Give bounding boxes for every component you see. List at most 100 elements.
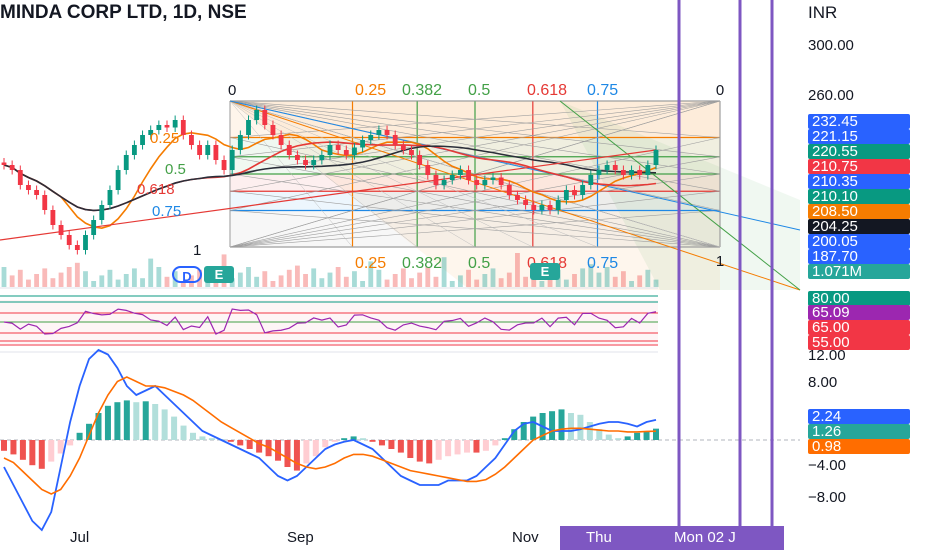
candle-body bbox=[180, 120, 186, 135]
candle-body bbox=[74, 245, 80, 250]
candlesticks[interactable] bbox=[1, 105, 659, 255]
candle-body bbox=[131, 145, 137, 155]
macd-axis-label: −8.00 bbox=[808, 489, 846, 506]
macd-histogram-bar bbox=[246, 440, 253, 449]
volume-bar bbox=[417, 272, 423, 287]
candle-body bbox=[547, 205, 553, 210]
vertical-markers[interactable] bbox=[677, 0, 774, 550]
macd-histogram-bar bbox=[29, 440, 36, 466]
volume-bar bbox=[311, 268, 317, 287]
macd-axis-label: −4.00 bbox=[808, 457, 846, 474]
time-label-mon: Mon 02 J bbox=[674, 529, 736, 546]
macd-histogram-bar bbox=[435, 440, 442, 460]
candle-body bbox=[205, 145, 211, 155]
macd-histogram-bar bbox=[473, 440, 480, 453]
volume-bar bbox=[254, 276, 260, 287]
volume-bar bbox=[1, 267, 7, 287]
macd-tag: 2.24 bbox=[808, 409, 910, 424]
macd-tag: 0.98 bbox=[808, 439, 910, 454]
candle-body bbox=[246, 120, 251, 135]
volume-bar bbox=[506, 272, 512, 287]
candle-body bbox=[384, 130, 390, 135]
macd-histogram-bar bbox=[549, 411, 556, 440]
fib-top-label: 0.75 bbox=[587, 82, 618, 99]
volume-bar bbox=[180, 281, 186, 287]
volume-bar bbox=[612, 276, 618, 287]
volume-bar bbox=[335, 267, 341, 287]
volume-bar bbox=[433, 276, 439, 287]
ma-line-slow bbox=[3, 145, 657, 212]
candle-body bbox=[580, 185, 586, 195]
macd-histogram-bar bbox=[388, 440, 395, 449]
candle-body bbox=[360, 140, 366, 148]
fib-fan-line bbox=[229, 173, 721, 248]
volume-bar bbox=[42, 268, 48, 287]
candle-body bbox=[148, 130, 154, 135]
price-axis-label: 300.00 bbox=[808, 37, 854, 54]
macd-tag: 1.26 bbox=[808, 424, 910, 439]
volume-bar bbox=[466, 269, 471, 287]
candle-body bbox=[392, 135, 398, 145]
candle-body bbox=[482, 180, 488, 185]
rsi-tag: 80.00 bbox=[808, 291, 910, 306]
earnings-event-badge[interactable]: E bbox=[530, 263, 560, 280]
volume-bar bbox=[515, 253, 520, 287]
macd-histogram-bar bbox=[208, 438, 215, 440]
macd-histogram-bar bbox=[275, 440, 282, 461]
candle-body bbox=[433, 175, 439, 185]
candle-body bbox=[637, 170, 643, 175]
candle-body bbox=[278, 135, 284, 145]
volume-bar bbox=[449, 281, 455, 287]
fib-fan-line bbox=[229, 100, 721, 138]
candle-body bbox=[237, 135, 243, 150]
currency-label: INR bbox=[808, 3, 838, 22]
earnings-event-badge[interactable]: E bbox=[204, 266, 234, 283]
volume-bar bbox=[588, 264, 594, 287]
candle-body bbox=[1, 162, 7, 165]
volume-bar bbox=[457, 275, 463, 287]
macd-histogram-bar bbox=[38, 440, 45, 469]
price-tag: 204.25 bbox=[808, 219, 910, 234]
macd-histogram-bar bbox=[133, 402, 140, 440]
fib-top-label: 0.25 bbox=[355, 82, 386, 99]
macd-histogram-bar bbox=[454, 440, 461, 455]
macd-histogram-bar bbox=[501, 438, 508, 440]
candle-body bbox=[449, 175, 455, 180]
volume-bar bbox=[237, 272, 243, 287]
macd-histogram-bar bbox=[360, 438, 367, 440]
fib-level-label: 0.5 bbox=[165, 161, 186, 178]
volume-bar bbox=[653, 279, 659, 287]
macd-histogram-bar bbox=[1, 440, 7, 451]
price-tag: 1.071M bbox=[808, 264, 910, 279]
fib-corner-label: 1 bbox=[716, 253, 724, 270]
macd-histogram-bar bbox=[227, 440, 234, 442]
fib-top-label: 0.5 bbox=[468, 82, 490, 99]
time-label-thu: Thu bbox=[586, 529, 612, 546]
fib-level-label: 0.618 bbox=[137, 181, 175, 198]
macd-histogram-bar bbox=[530, 416, 537, 440]
fib-fan-line bbox=[229, 100, 801, 291]
macd-pane bbox=[1, 348, 659, 532]
volume-bar bbox=[34, 274, 40, 287]
candle-body bbox=[311, 160, 317, 165]
candle-body bbox=[213, 145, 219, 160]
price-tag: 232.45 bbox=[808, 114, 910, 129]
macd-histogram-bar bbox=[596, 429, 603, 440]
macd-histogram-bar bbox=[492, 440, 499, 446]
candle-body bbox=[629, 170, 634, 175]
candle-body bbox=[156, 125, 162, 130]
macd-histogram-bar bbox=[464, 440, 471, 453]
macd-axis-label: 8.00 bbox=[808, 374, 838, 391]
candle-body bbox=[254, 110, 260, 120]
candle-body bbox=[270, 125, 276, 135]
volume-bar bbox=[91, 281, 97, 287]
signal-line bbox=[3, 376, 657, 495]
macd-histogram-bar bbox=[605, 434, 612, 440]
macd-histogram-bar bbox=[67, 440, 74, 446]
dividend-event-badge[interactable]: D bbox=[172, 266, 202, 284]
fib-corner-label: 0 bbox=[228, 82, 236, 99]
rsi-tag: 65.00 bbox=[808, 320, 910, 335]
macd-histogram-bar bbox=[558, 409, 565, 440]
volume-bar bbox=[164, 276, 170, 287]
